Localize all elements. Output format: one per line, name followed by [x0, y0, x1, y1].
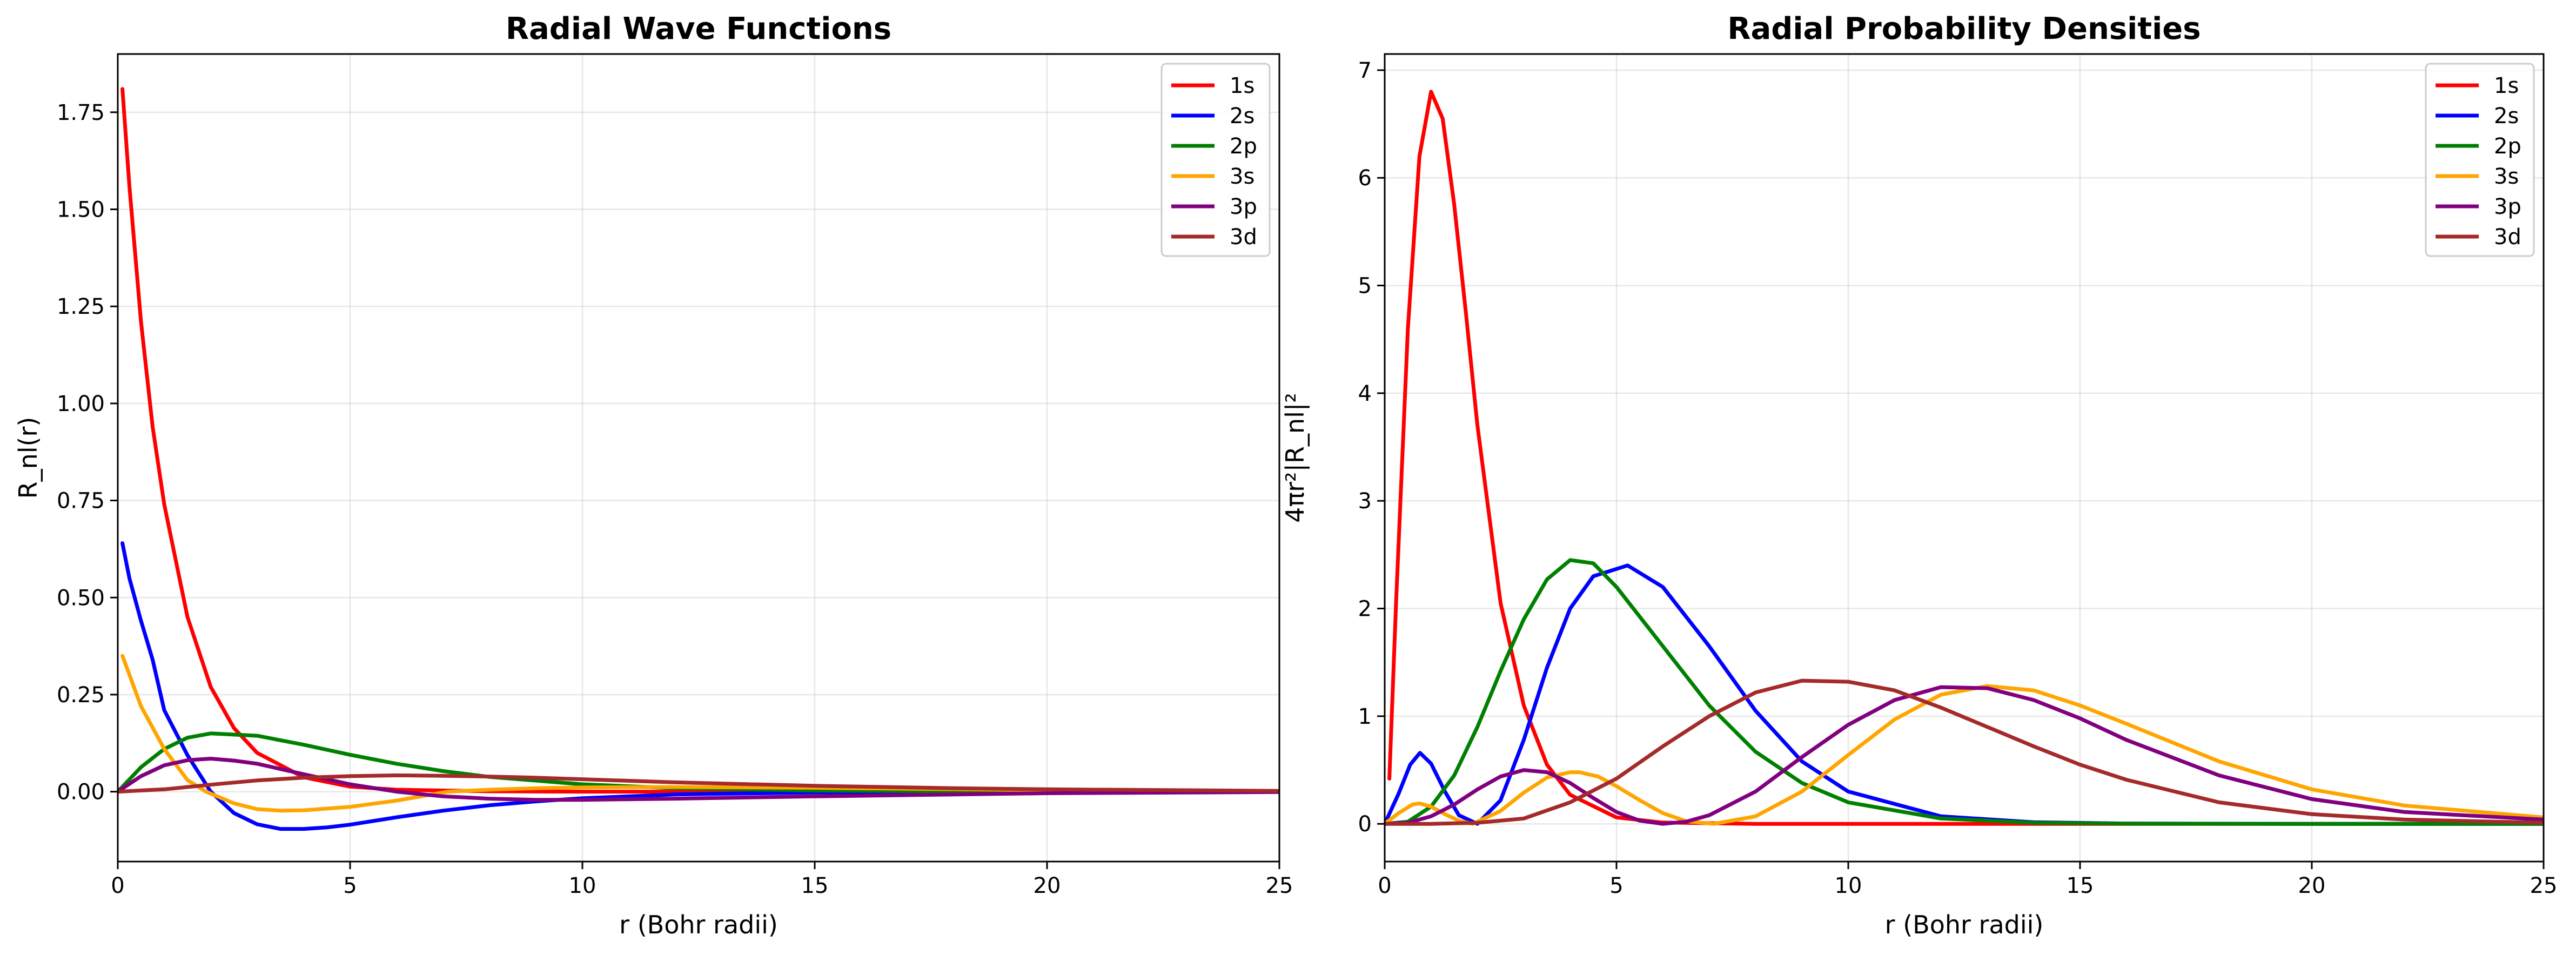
- series-line-3d: [1385, 678, 2544, 826]
- x-tick-label: 20: [2298, 873, 2326, 898]
- x-tick-label: 0: [1378, 873, 1391, 898]
- legend-label: 1s: [2494, 73, 2519, 98]
- y-tick-label: 1.25: [57, 294, 105, 319]
- series-line-3d: [118, 773, 1279, 794]
- legend: 1s 2s 2p 3s 3p 3d: [1160, 63, 1271, 257]
- series-line-3p: [118, 757, 1279, 802]
- x-tick-label: 20: [1034, 873, 1061, 898]
- y-tick-label: 5: [1358, 274, 1372, 299]
- y-tick-label: 0.00: [57, 780, 105, 805]
- legend-label: 3s: [2494, 164, 2519, 189]
- legend-label: 3s: [1230, 164, 1255, 189]
- y-tick-label: 2: [1358, 597, 1372, 622]
- series-line-2p: [118, 731, 1279, 794]
- ticks: 0 5 10 15 20 25 0.00 0.25 0.50 0.75 1.00 1.25 1.50 1.…: [57, 100, 1293, 898]
- legend: 1s 2s 2p 3s 3p 3d: [2425, 63, 2535, 257]
- legend-label: 2p: [2494, 134, 2521, 159]
- x-tick-label: 10: [1835, 873, 1862, 898]
- x-tick-label: 25: [1266, 873, 1293, 898]
- legend-label: 2s: [2494, 104, 2519, 129]
- series-line-3p: [1385, 685, 2544, 826]
- y-tick-label: 0.25: [57, 683, 105, 708]
- series-line-2p: [1385, 558, 2544, 826]
- y-tick-label: 7: [1358, 58, 1372, 83]
- legend-label: 1s: [1230, 73, 1255, 98]
- y-axis-label: R_nl(r): [14, 417, 43, 499]
- y-tick-label: 0: [1358, 812, 1372, 837]
- legend-label: 3d: [1230, 225, 1257, 250]
- y-axis-label: 4πr²|R_nl|²: [1280, 393, 1310, 523]
- legend-label: 3p: [1230, 194, 1257, 219]
- series-line-1s: [120, 87, 1279, 794]
- x-tick-label: 15: [2067, 873, 2094, 898]
- ticks: 0 5 10 15 20 25 0 1 2 3 4 5 6 7: [1358, 58, 2558, 898]
- x-tick-label: 25: [2530, 873, 2558, 898]
- y-tick-label: 1: [1358, 704, 1372, 729]
- x-axis-label: r (Bohr radii): [619, 910, 778, 939]
- legend-label: 3d: [2494, 225, 2521, 250]
- y-tick-label: 0.75: [57, 489, 105, 514]
- chart-title: Radial Probability Densities: [1727, 11, 2201, 46]
- x-tick-label: 10: [569, 873, 596, 898]
- x-tick-label: 5: [1609, 873, 1623, 898]
- series-line-2s: [120, 541, 1279, 831]
- series-line-3s: [120, 654, 1279, 813]
- axes-frame: [1384, 53, 2545, 863]
- y-tick-label: 1.00: [57, 392, 105, 416]
- axes-frame: [117, 53, 1280, 863]
- y-tick-label: 3: [1358, 489, 1372, 514]
- series-layer: [118, 87, 1279, 831]
- gridlines: [117, 54, 1280, 862]
- y-tick-label: 1.75: [57, 100, 105, 125]
- legend-label: 2p: [1230, 134, 1257, 159]
- y-tick-label: 6: [1358, 166, 1372, 191]
- x-axis-label: r (Bohr radii): [1885, 910, 2044, 939]
- y-tick-label: 4: [1358, 381, 1372, 406]
- series-line-3s: [1385, 684, 2544, 826]
- panel-radial-wave-functions: 0 5 10 15 20 25 0.00 0.25 0.50 0.75 1.00 1.25 1.50 1.…: [14, 11, 1293, 939]
- legend-label: 3p: [2494, 194, 2521, 219]
- y-tick-label: 0.50: [57, 586, 105, 610]
- x-tick-label: 0: [111, 873, 124, 898]
- y-tick-label: 1.50: [57, 198, 105, 223]
- panel-radial-probability-densities: 0 5 10 15 20 25 0 1 2 3 4 5 6 7 Radial Probability De…: [1280, 11, 2557, 939]
- x-tick-label: 5: [343, 873, 357, 898]
- series-layer: [1385, 90, 2544, 826]
- x-tick-label: 15: [801, 873, 829, 898]
- chart-title: Radial Wave Functions: [506, 11, 891, 46]
- legend-label: 2s: [1230, 104, 1255, 129]
